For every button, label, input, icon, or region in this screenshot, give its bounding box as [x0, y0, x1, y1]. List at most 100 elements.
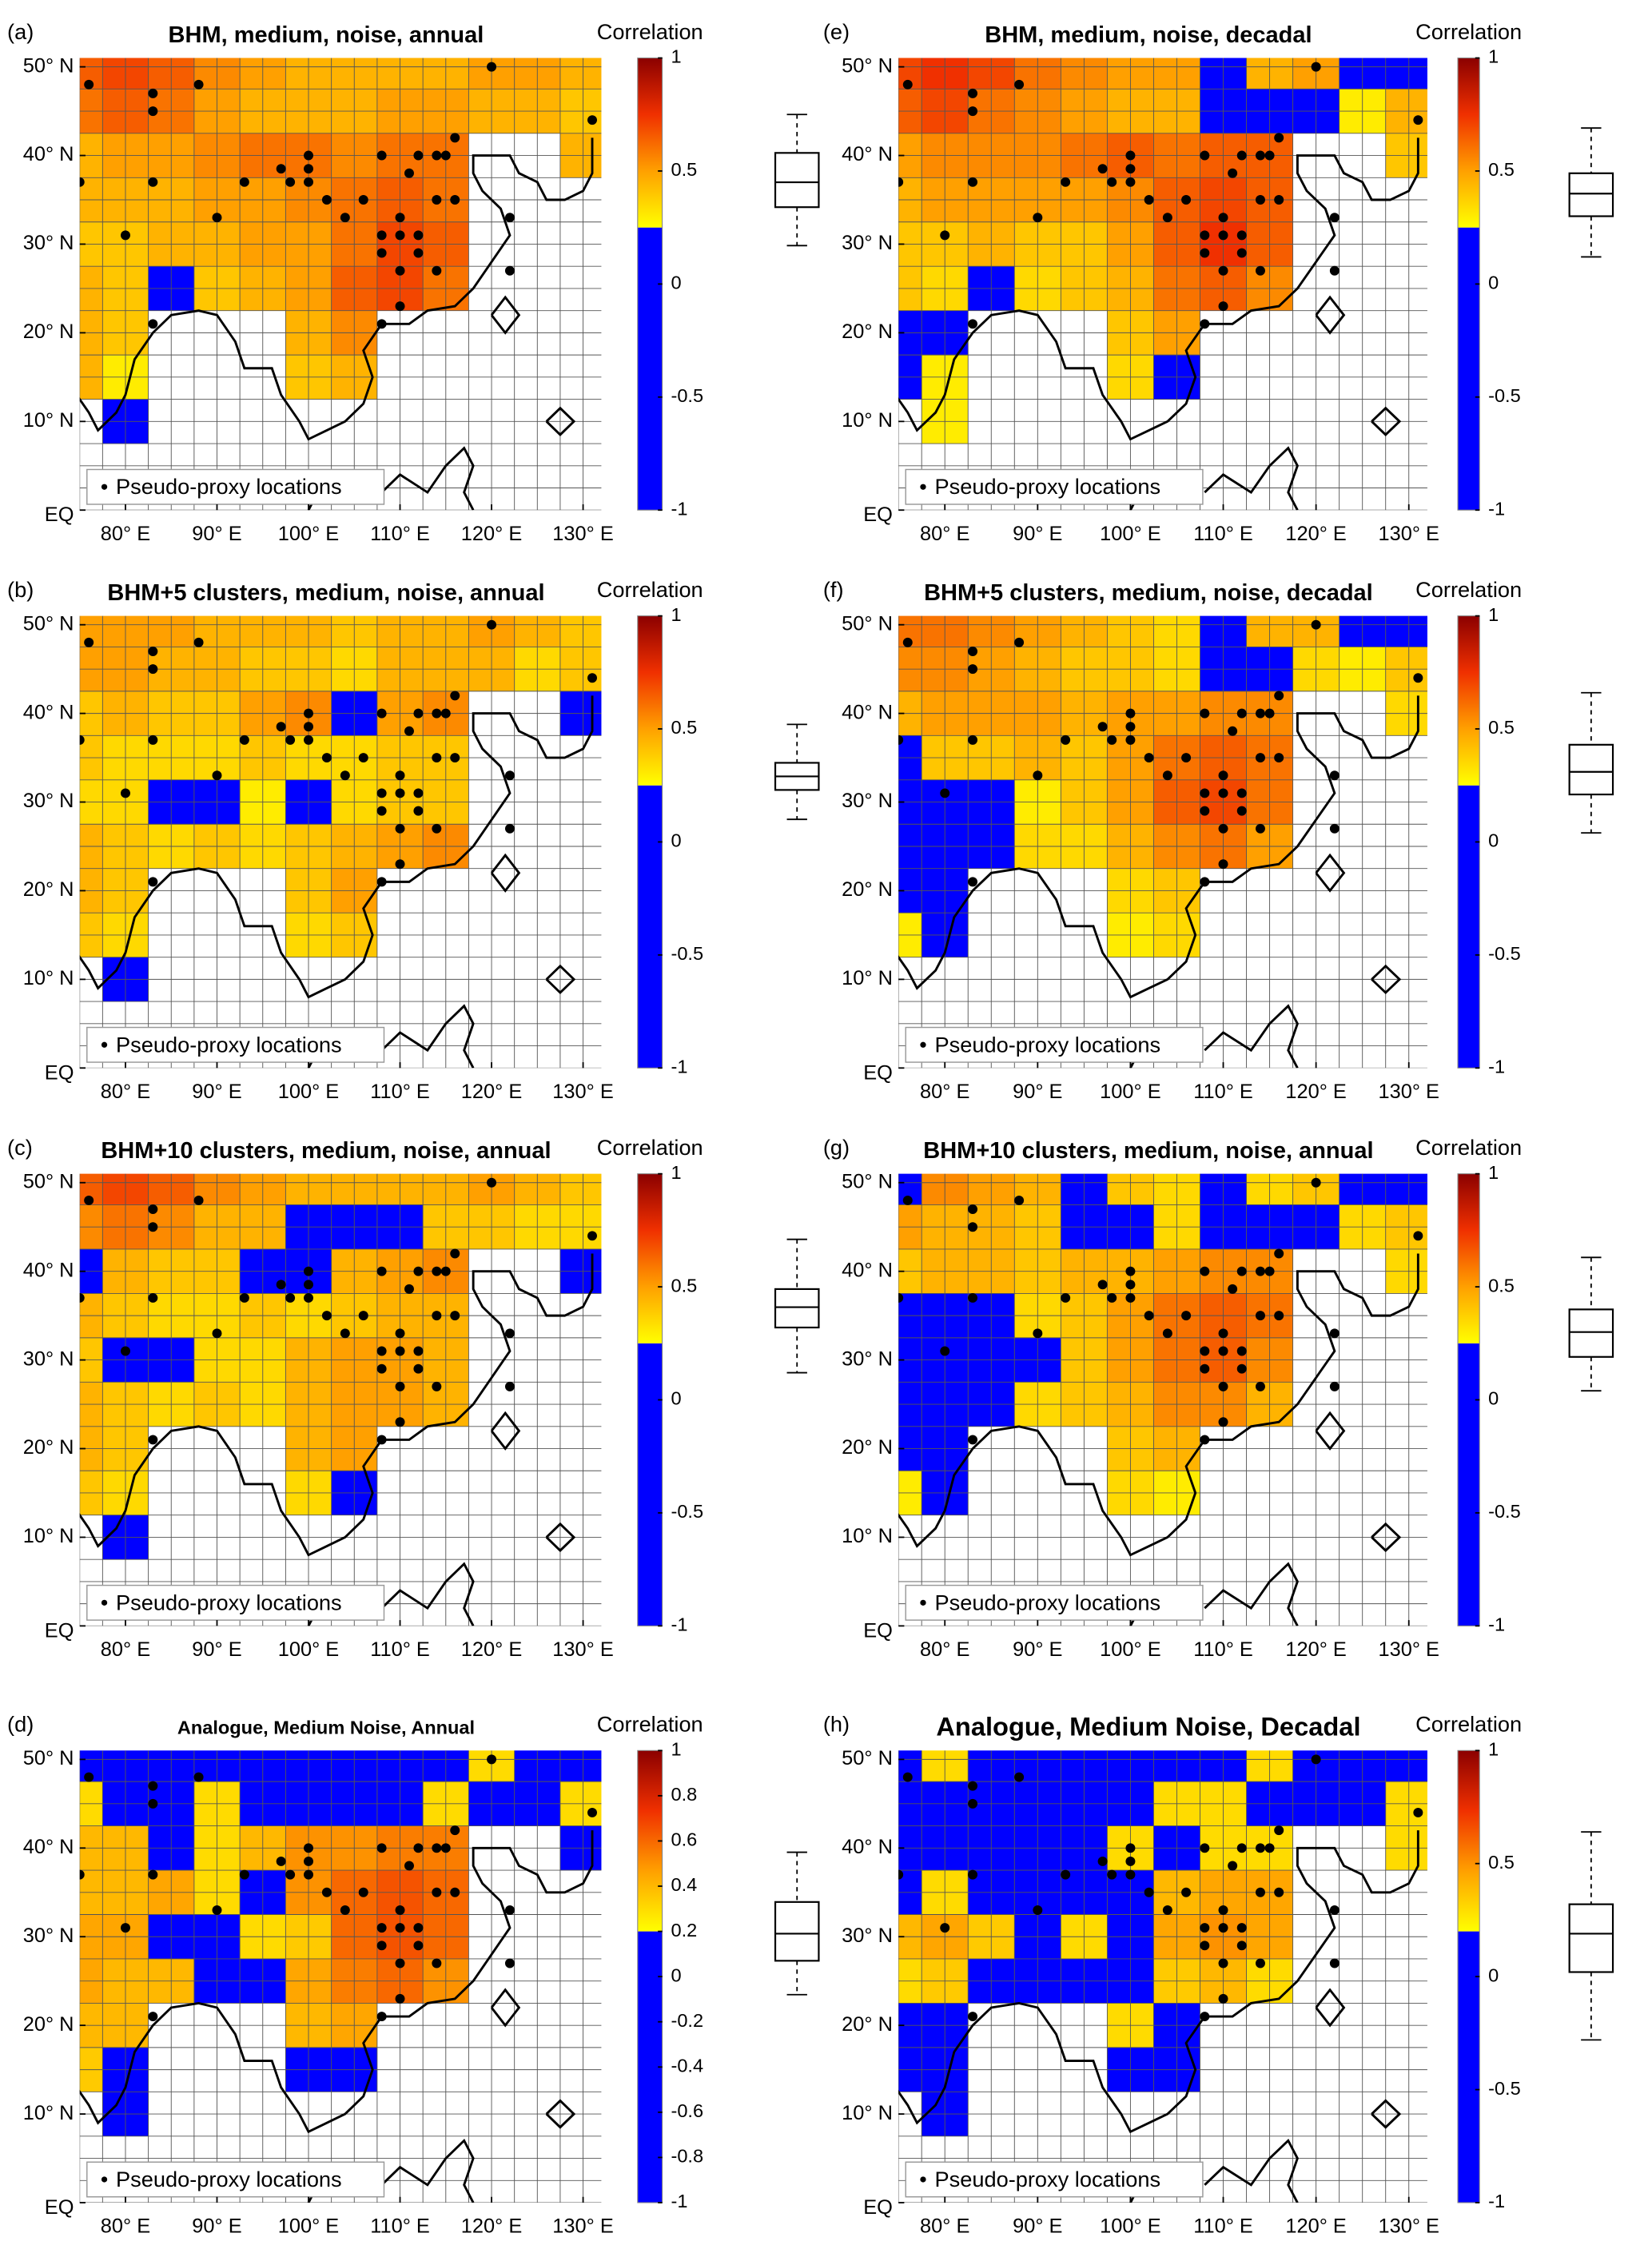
proxy-dot — [968, 1222, 978, 1232]
coastline — [898, 137, 1419, 441]
proxy-dot — [1033, 213, 1043, 223]
proxy-dot — [1107, 177, 1117, 187]
proxy-dot — [413, 708, 424, 718]
proxy-dot — [1125, 1856, 1136, 1866]
coastline — [545, 406, 576, 436]
proxy-dot — [1218, 213, 1228, 223]
proxy-dot — [1125, 1292, 1136, 1303]
proxy-dot — [395, 770, 405, 781]
proxy-dot — [1236, 248, 1247, 258]
legend-text: Pseudo-proxy locations — [934, 2167, 1160, 2191]
y-tick-label: 40° N — [23, 1259, 74, 1281]
proxy-dot — [1255, 708, 1265, 718]
x-tick-label: 120° E — [461, 2215, 522, 2238]
proxy-dot — [1200, 1363, 1210, 1374]
colorbar-high — [637, 1173, 663, 1343]
legend-box — [905, 2161, 1204, 2198]
proxy-dot — [1200, 1941, 1210, 1951]
colorbar-tick-label: -0.5 — [671, 1501, 703, 1522]
coastline — [898, 695, 1419, 999]
proxy-dot — [212, 770, 222, 781]
y-tick-label: 30° N — [842, 232, 893, 254]
proxy-dot — [504, 1958, 515, 1968]
y-tick-label: EQ — [863, 504, 893, 526]
y-tick-label: 40° N — [842, 701, 893, 723]
proxy-dot — [1255, 150, 1265, 161]
proxy-dot — [376, 806, 387, 816]
proxy-dot — [79, 1869, 85, 1880]
proxy-dot — [1107, 1292, 1117, 1303]
proxy-dot — [148, 734, 158, 745]
proxy-dot — [1014, 637, 1025, 647]
coastline — [545, 1522, 576, 1553]
proxy-dot — [968, 1435, 978, 1445]
colorbar-label: Correlation — [597, 1712, 703, 1737]
x-tick-label: 90° E — [1013, 1081, 1062, 1103]
y-tick-label: EQ — [863, 2196, 893, 2219]
proxy-dot — [1264, 1266, 1275, 1276]
proxy-dot — [1264, 150, 1275, 161]
proxy-dot — [193, 637, 204, 647]
proxy-dot — [358, 753, 368, 763]
proxy-dot — [340, 1905, 350, 1915]
proxy-dot — [304, 722, 313, 732]
proxy-dot — [1218, 1958, 1228, 1968]
coastline — [545, 2099, 576, 2129]
proxy-dot — [376, 708, 387, 718]
colorbar-tick-label: -1 — [1488, 2191, 1505, 2211]
proxy-dot — [285, 1292, 296, 1303]
proxy-dot — [413, 1363, 424, 1374]
proxy-dot — [450, 1887, 460, 1897]
proxy-dot — [304, 1869, 313, 1880]
proxy-dot — [1200, 1346, 1210, 1356]
proxy-dot — [395, 1923, 405, 1933]
proxy-dot — [321, 195, 332, 205]
x-tick-label: 120° E — [1285, 1081, 1346, 1103]
proxy-dot — [376, 788, 387, 798]
proxy-dot — [1236, 1266, 1247, 1276]
proxy-dot — [1255, 195, 1265, 205]
proxy-dot — [902, 79, 913, 90]
proxy-dot — [1144, 195, 1154, 205]
proxy-dot — [1329, 823, 1340, 834]
proxy-dot — [1218, 301, 1228, 312]
proxy-dot — [1200, 248, 1210, 258]
legend-text: Pseudo-proxy locations — [116, 474, 342, 499]
x-tick-label: 90° E — [1013, 2215, 1062, 2238]
proxy-dot — [120, 1346, 130, 1356]
proxy-dot — [321, 753, 332, 763]
panel-title: Analogue, Medium Noise, Decadal — [936, 1712, 1360, 1742]
y-tick-label: 20° N — [842, 1436, 893, 1459]
colorbar-low — [637, 227, 663, 511]
proxy-dot — [1218, 1328, 1228, 1339]
proxy-dot — [395, 1328, 405, 1339]
proxy-dot — [898, 177, 904, 187]
colorbar-tick-label: -0.5 — [1488, 2078, 1521, 2099]
y-tick-label: 50° N — [23, 1170, 74, 1192]
panel-label: (e) — [823, 19, 850, 44]
proxy-dot — [239, 734, 249, 745]
proxy-dot — [1311, 1754, 1321, 1765]
colorbar-low — [1458, 1931, 1480, 2203]
proxy-dot — [968, 106, 978, 117]
panel-label: (c) — [7, 1135, 33, 1160]
map — [898, 58, 1427, 511]
proxy-dot — [1200, 230, 1210, 241]
proxy-dot — [148, 1292, 158, 1303]
proxy-dot — [432, 823, 442, 834]
y-tick-label: 40° N — [23, 1836, 74, 1858]
proxy-dot — [376, 1435, 387, 1445]
colorbar-tick-label: 0 — [1488, 1964, 1499, 1985]
proxy-dot — [120, 1923, 130, 1933]
panel-title: BHM+5 clusters, medium, noise, annual — [107, 580, 544, 606]
proxy-dot — [395, 823, 405, 834]
x-tick-label: 90° E — [192, 1081, 241, 1103]
colorbar-tick-label: -1 — [671, 498, 687, 519]
legend-marker — [101, 484, 108, 490]
proxy-dot — [450, 195, 460, 205]
x-tick-label: 100° E — [278, 1638, 339, 1661]
x-tick-label: 130° E — [552, 2215, 613, 2238]
colorbar-tick-label: 0 — [1488, 1388, 1499, 1409]
proxy-dot — [1236, 806, 1247, 816]
proxy-dot — [1033, 1905, 1043, 1915]
